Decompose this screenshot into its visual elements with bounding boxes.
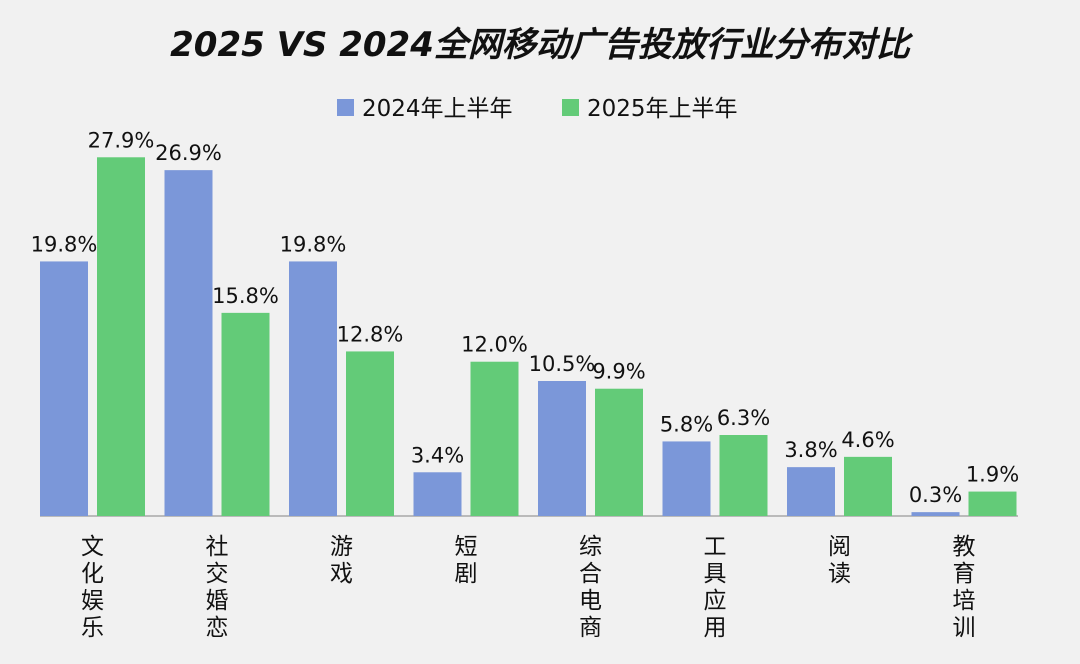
data-label-2024-4: 10.5% — [529, 352, 596, 376]
data-label-2025-3: 12.0% — [461, 333, 528, 357]
category-label-5: 工具应用 — [704, 534, 727, 641]
bar-2024-1 — [164, 170, 213, 516]
legend-label-2024: 2024年上半年 — [362, 96, 513, 122]
bar-2024-3 — [413, 472, 462, 516]
bar-2025-6 — [844, 456, 892, 516]
data-label-2024-6: 3.8% — [784, 438, 837, 462]
category-label-7: 教育培训 — [953, 534, 976, 641]
legend-swatch-2024 — [337, 99, 354, 116]
bar-2025-1 — [221, 312, 270, 516]
bar-2024-4 — [538, 381, 586, 516]
bar-2024-7 — [911, 512, 960, 516]
data-label-2024-5: 5.8% — [660, 412, 713, 436]
bar-2024-6 — [787, 467, 835, 516]
bar-2024-5 — [662, 441, 711, 516]
category-label-6: 阅读 — [828, 534, 851, 587]
data-label-2025-4: 9.9% — [592, 360, 645, 384]
data-label-2024-3: 3.4% — [411, 443, 464, 467]
chart-title: 2025 VS 2024全网移动广告投放行业分布对比 — [170, 25, 914, 65]
data-label-2024-0: 19.8% — [31, 232, 98, 256]
legend-swatch-2025 — [562, 99, 579, 116]
data-label-2025-1: 15.8% — [212, 284, 279, 308]
bar-2024-2 — [289, 261, 337, 516]
data-label-2024-7: 0.3% — [909, 483, 962, 507]
bar-2025-2 — [346, 351, 394, 516]
bar-2025-0 — [97, 157, 145, 517]
legend-label-2025: 2025年上半年 — [587, 96, 738, 122]
data-label-2025-0: 27.9% — [88, 128, 155, 152]
plot-area: 19.8% 27.9% 文化娱乐 26.9% 15.8% 社交婚恋 19.8% 12.8% 游戏… — [31, 128, 1020, 641]
data-label-2025-2: 12.8% — [337, 322, 404, 346]
category-label-4: 综合电商 — [579, 534, 602, 641]
bar-2024-0 — [40, 261, 88, 516]
category-label-0: 文化娱乐 — [81, 534, 104, 641]
bar-2025-3 — [470, 361, 519, 516]
category-label-2: 游戏 — [330, 534, 353, 587]
category-label-1: 社交婚恋 — [206, 534, 229, 641]
data-label-2025-6: 4.6% — [841, 428, 894, 452]
bar-2025-5 — [719, 435, 768, 516]
data-label-2025-7: 1.9% — [966, 463, 1019, 487]
data-label-2024-2: 19.8% — [280, 232, 347, 256]
bar-2025-7 — [968, 491, 1017, 516]
legend: 2024年上半年 2025年上半年 — [337, 96, 738, 122]
data-label-2025-5: 6.3% — [717, 406, 770, 430]
category-label-3: 短剧 — [455, 534, 478, 587]
bar-2025-4 — [595, 388, 643, 516]
data-label-2024-1: 26.9% — [155, 141, 222, 165]
